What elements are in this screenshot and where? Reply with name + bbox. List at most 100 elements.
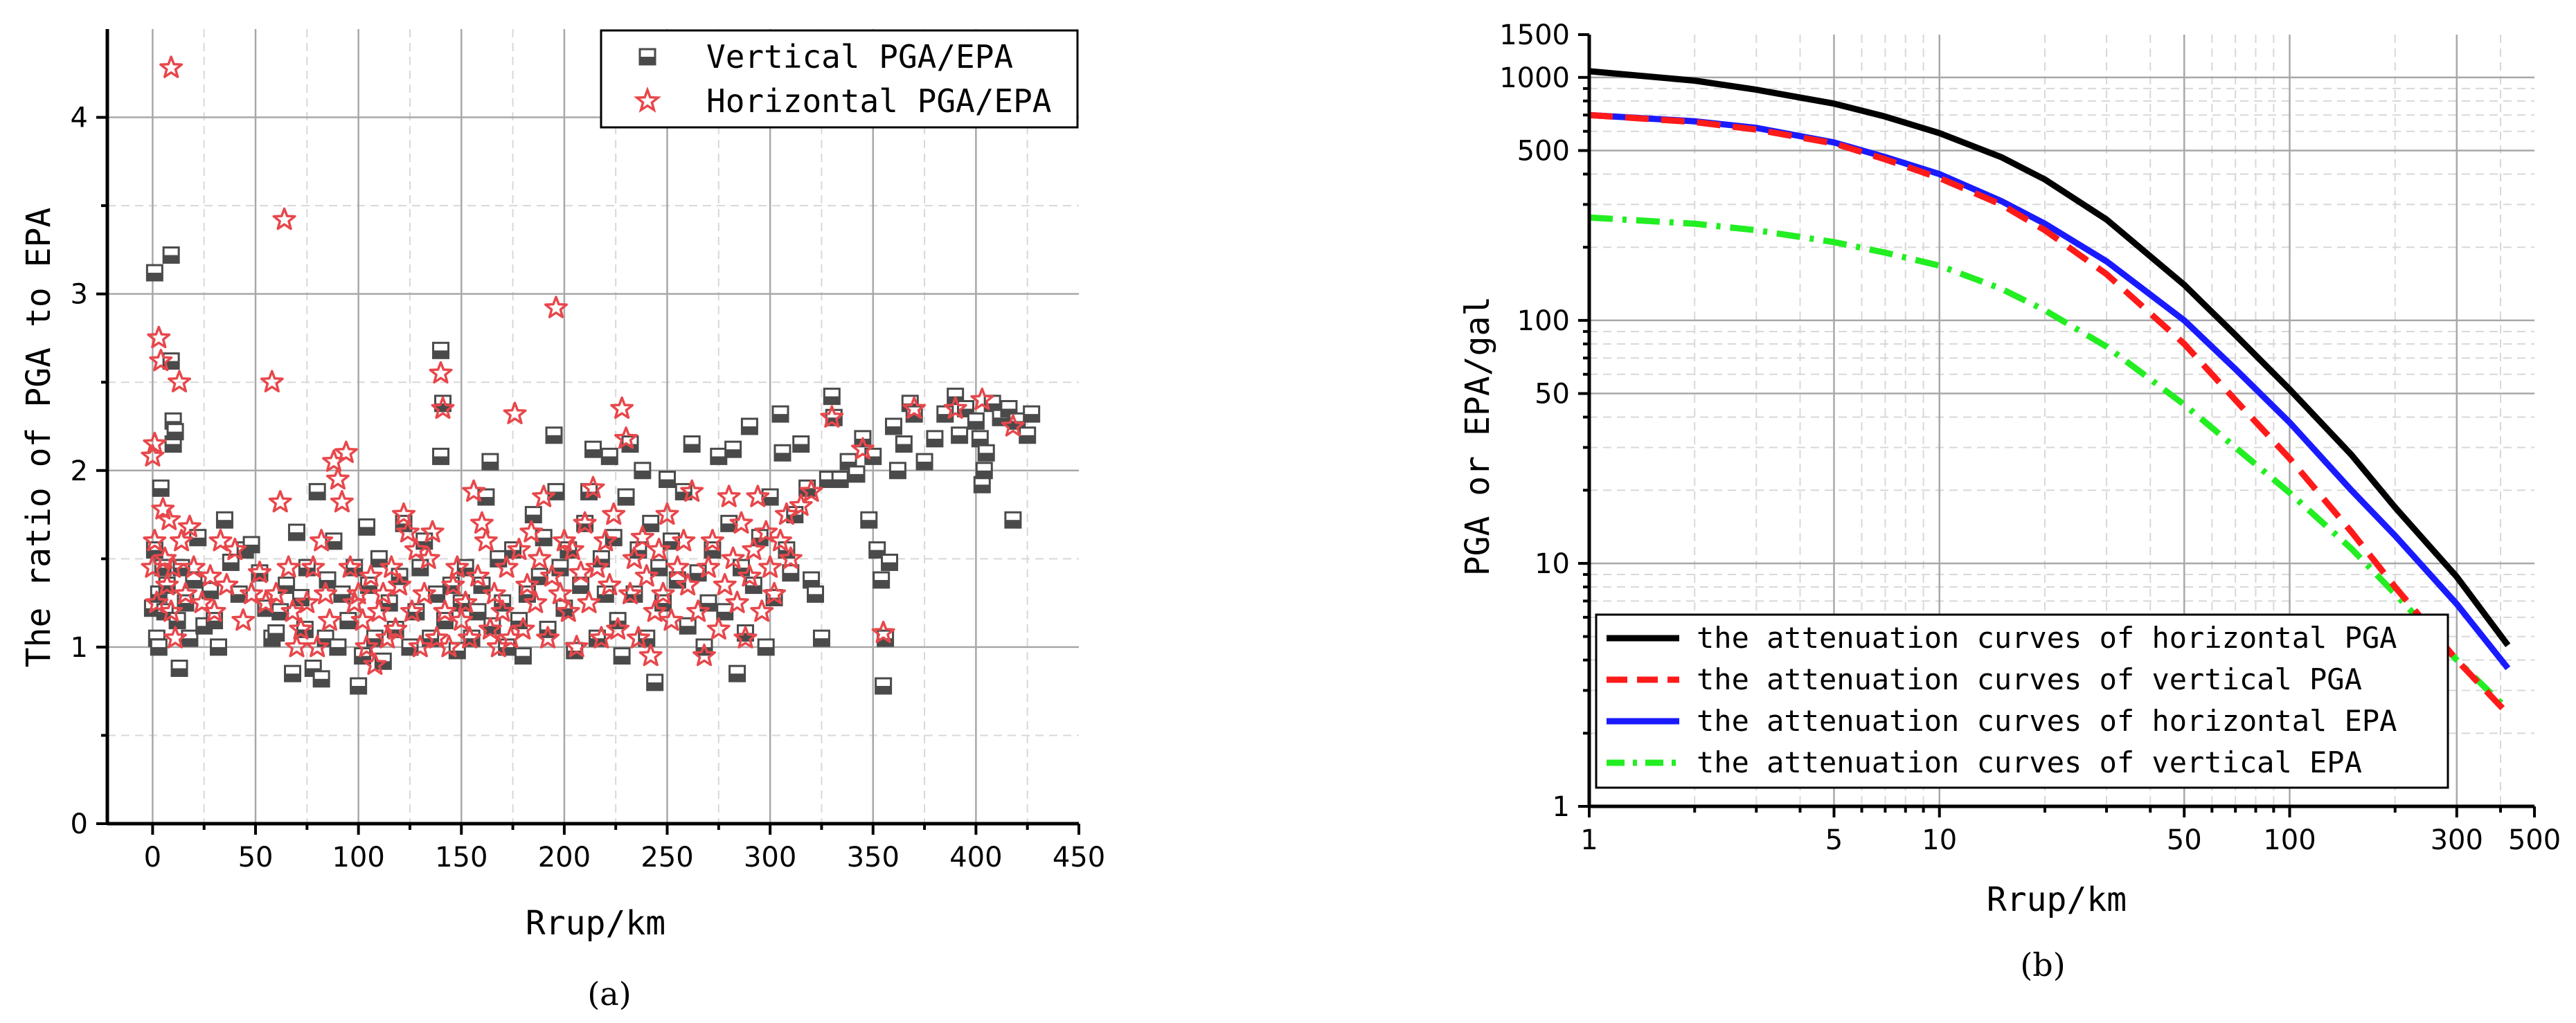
vertical-ratio-point <box>514 647 532 665</box>
vertical-ratio-point <box>370 550 388 568</box>
horizontal-ratio-point <box>202 599 226 622</box>
panel-b-axes <box>1578 33 2536 817</box>
horizontal-ratio-point <box>758 555 782 578</box>
horizontal-ratio-point <box>355 635 379 658</box>
vertical-ratio-point <box>812 629 830 647</box>
vertical-ratio-point <box>699 594 717 612</box>
horizontal-ratio-point <box>272 207 296 230</box>
panel-a-ratio-scatter: 0 50 100 150 200 250 300 350 400 450 0 1 2 3 4 Rrup/km… <box>19 29 1105 1013</box>
panel-a-y-tick-label: 1 <box>71 632 88 664</box>
vertical-ratio-point <box>831 471 849 489</box>
panel-a-x-tick-label: 200 <box>538 842 591 873</box>
vertical-ratio-point <box>181 629 199 647</box>
panel-a-y-tick-label: 2 <box>71 455 88 487</box>
vertical-ratio-point <box>434 395 452 413</box>
vertical-ratio-point <box>621 435 639 453</box>
vertical-ratio-point <box>162 246 180 264</box>
horizontal-ratio-point <box>334 440 358 463</box>
vertical-ratio-point <box>278 577 296 595</box>
horizontal-ratio-point <box>223 537 247 561</box>
vertical-ratio-point <box>411 559 429 577</box>
horizontal-ratio-point <box>769 529 792 552</box>
vertical-ratio-point <box>881 553 899 571</box>
horizontal-ratio-point <box>449 608 474 631</box>
vertical-ratio-point <box>545 426 563 444</box>
horizontal-ratio-point <box>789 494 813 516</box>
horizontal-ratio-point <box>696 555 720 578</box>
vertical-ratio-point <box>757 638 775 656</box>
horizontal-ratio-point <box>598 572 622 596</box>
vertical-ratio-point <box>971 430 989 448</box>
vertical-ratio-point <box>166 423 184 441</box>
horizontal-ratio-point <box>420 520 445 543</box>
horizontal-ratio-point <box>729 511 753 534</box>
horizontal-ratio-point <box>462 479 486 503</box>
vertical-ratio-point <box>710 447 728 465</box>
horizontal-ratio-point <box>820 405 844 428</box>
panel-b-y-tick-label: 50 <box>1535 379 1570 410</box>
legend-label-vertical-pga: the attenuation curves of vertical PGA <box>1697 662 2362 696</box>
vertical-ratio-point <box>951 426 969 444</box>
horizontal-ratio-point <box>466 564 490 587</box>
horizontal-ratio-point <box>350 608 375 631</box>
vertical-ratio-point <box>150 638 168 656</box>
curve-horizontal-epa <box>1589 111 2511 671</box>
panel-a-x-tick-label: 0 <box>144 842 161 873</box>
horizontal-ratio-point <box>215 572 239 596</box>
panel-b-y-tick-label: 500 <box>1517 135 1570 167</box>
horizontal-ratio-point <box>871 620 895 644</box>
panel-b-y-axis-label: PGA or EPA/gal <box>1458 296 1497 577</box>
horizontal-ratio-point <box>429 361 453 384</box>
horizontal-ratio-point <box>593 529 618 552</box>
horizontal-ratio-point <box>396 520 420 543</box>
panel-a-caption: (a) <box>587 975 631 1013</box>
vertical-ratio-point <box>284 664 302 682</box>
vertical-ratio-point <box>592 550 610 568</box>
horizontal-ratio-point <box>564 635 589 658</box>
vertical-ratio-point <box>333 585 351 603</box>
vertical-ratio-point <box>312 670 330 688</box>
vertical-ratio-point <box>740 417 758 435</box>
horizontal-ratio-point <box>400 599 424 622</box>
panel-a-y-tick-label: 4 <box>71 102 88 134</box>
curve-horizontal-pga <box>1589 68 2511 647</box>
panel-b-x-tick-label: 50 <box>2167 824 2202 856</box>
vertical-ratio-point <box>926 430 944 448</box>
horizontal-ratio-point <box>289 617 313 640</box>
horizontal-ratio-point <box>536 626 560 649</box>
horizontal-ratio-point <box>384 617 408 640</box>
horizontal-ratio-point <box>626 626 650 649</box>
panel-a-x-tick-label: 450 <box>1053 842 1105 873</box>
horizontal-ratio-point <box>589 626 614 649</box>
panel-a-axes <box>96 29 1080 835</box>
horizontal-ratio-point <box>208 529 233 552</box>
horizontal-ratio-point <box>437 635 461 658</box>
panel-b-y-tick-label: 100 <box>1517 305 1570 337</box>
horizontal-ratio-point <box>610 396 634 419</box>
vertical-ratio-point <box>792 435 810 453</box>
horizontal-ratio-point <box>276 555 301 578</box>
horizontal-ratio-point <box>346 581 370 605</box>
vertical-ratio-point <box>650 559 668 577</box>
horizontal-ratio-point <box>606 617 630 640</box>
panel-a-legend: Vertical PGA/EPA Horizontal PGA/EPA <box>600 29 1079 129</box>
horizontal-ratio-point <box>700 529 724 552</box>
horizontal-ratio-point <box>602 502 626 525</box>
horizontal-ratio-point <box>573 511 597 534</box>
horizontal-ratio-point <box>614 426 638 449</box>
vertical-ratio-point <box>724 440 742 458</box>
curve-vertical-pga <box>1589 111 2510 716</box>
panel-b-y-tick-label: 1000 <box>1499 62 1570 94</box>
horizontal-ratio-point <box>310 529 334 552</box>
vertical-ratio-point <box>915 453 933 471</box>
horizontal-ratio-point <box>799 479 823 503</box>
horizontal-ratio-point <box>750 599 774 622</box>
horizontal-ratio-point <box>482 581 506 605</box>
panel-b-curves <box>1589 68 2511 716</box>
horizontal-ratio-point <box>634 564 659 587</box>
curve-vertical-epa <box>1589 214 2510 712</box>
horizontal-ratio-point <box>737 564 762 587</box>
horizontal-ratio-point <box>416 546 440 570</box>
vertical-ratio-point <box>683 435 701 453</box>
vertical-ratio-point <box>823 388 841 406</box>
